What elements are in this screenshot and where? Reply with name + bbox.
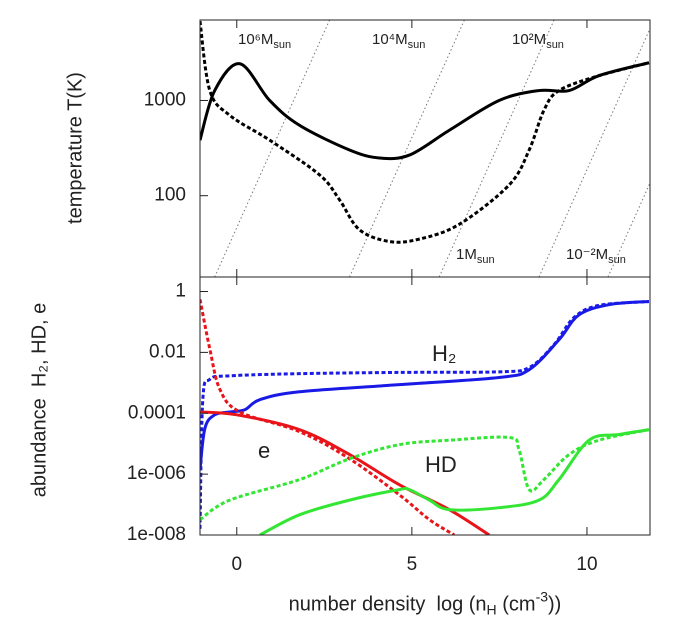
y-tick-label: 0.01 bbox=[149, 341, 186, 362]
series-line bbox=[200, 299, 456, 535]
y-tick-label: 1e-008 bbox=[127, 524, 186, 545]
annotation-subscript: sun bbox=[477, 254, 495, 266]
x-axis-label: -3 bbox=[536, 589, 549, 605]
y-tick-label: 1 bbox=[175, 281, 186, 302]
annotation: 10⁻²M bbox=[566, 246, 608, 263]
annotation: 1M bbox=[456, 246, 477, 263]
annotation-subscript: sun bbox=[273, 39, 291, 51]
annotation-subscript: sun bbox=[408, 39, 426, 51]
x-tick-label: 10 bbox=[576, 554, 597, 575]
annotation-subscript: sun bbox=[608, 254, 626, 266]
x-tick-label: 5 bbox=[407, 554, 418, 575]
annotation-subscript: sun bbox=[546, 39, 564, 51]
y-axis-label: temperature T(K) bbox=[64, 72, 86, 224]
annotation: 10²M bbox=[512, 31, 546, 48]
guide-line bbox=[214, 20, 331, 277]
annotation: 10⁶M bbox=[238, 31, 273, 48]
guide-line bbox=[607, 181, 650, 277]
x-axis-label: H bbox=[487, 602, 497, 618]
y-axis-label: abundance H₂, HD, e bbox=[28, 303, 50, 498]
x-axis-label: number density log (n bbox=[289, 593, 487, 615]
series-line bbox=[200, 61, 650, 161]
series-line bbox=[200, 300, 650, 529]
annotation: 10⁴M bbox=[372, 31, 408, 48]
x-axis-label: )) bbox=[548, 593, 561, 615]
y-tick-label: 100 bbox=[154, 185, 186, 206]
y-tick-label: 0.0001 bbox=[128, 402, 186, 423]
x-axis-label: (cm bbox=[497, 593, 536, 615]
guide-line bbox=[349, 20, 465, 277]
plot-frame bbox=[199, 276, 651, 536]
plot-area bbox=[200, 299, 650, 535]
series-line bbox=[200, 20, 650, 244]
x-tick-label: 0 bbox=[231, 554, 242, 575]
guide-line bbox=[538, 27, 650, 277]
y-tick-label: 1e-006 bbox=[127, 463, 186, 484]
y-tick-label: 1000 bbox=[144, 89, 186, 110]
guide-line bbox=[438, 20, 555, 277]
plot-area bbox=[200, 20, 650, 277]
series-label: H₂ bbox=[432, 341, 456, 366]
series-line bbox=[259, 428, 650, 535]
series-label: HD bbox=[425, 452, 457, 477]
series-label: e bbox=[258, 438, 270, 463]
